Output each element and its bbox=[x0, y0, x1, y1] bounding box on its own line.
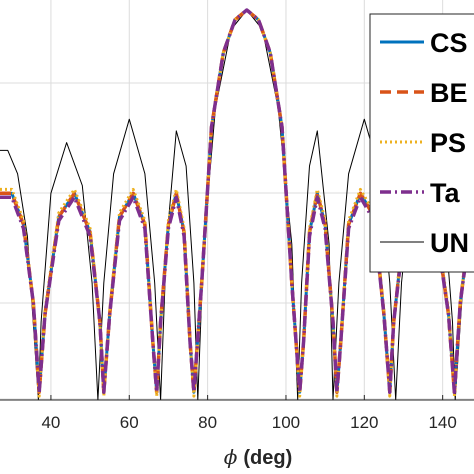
x-tick-label: 60 bbox=[120, 413, 139, 432]
x-axis-label-symbol: ϕ bbox=[224, 445, 238, 469]
legend: CS BE PS Ta UN bbox=[369, 13, 474, 273]
series-lines bbox=[0, 8, 474, 400]
legend-label-be: BE bbox=[430, 78, 468, 108]
series-line-ta bbox=[0, 8, 474, 394]
x-tick-label: 100 bbox=[272, 413, 300, 432]
x-tick-label: 80 bbox=[198, 413, 217, 432]
x-axis-ticks: 40 60 80 100 120 140 bbox=[41, 395, 457, 432]
legend-label-ps: PS bbox=[430, 128, 466, 158]
x-axis-label: ϕ (deg) bbox=[224, 445, 293, 469]
x-tick-label: 120 bbox=[350, 413, 378, 432]
legend-label-cs: CS bbox=[430, 28, 468, 58]
legend-label-un: UN bbox=[430, 228, 469, 258]
x-axis-label-unit: (deg) bbox=[243, 447, 292, 469]
legend-label-ta: Ta bbox=[430, 178, 460, 208]
x-tick-label: 40 bbox=[41, 413, 60, 432]
x-tick-label: 140 bbox=[428, 413, 456, 432]
